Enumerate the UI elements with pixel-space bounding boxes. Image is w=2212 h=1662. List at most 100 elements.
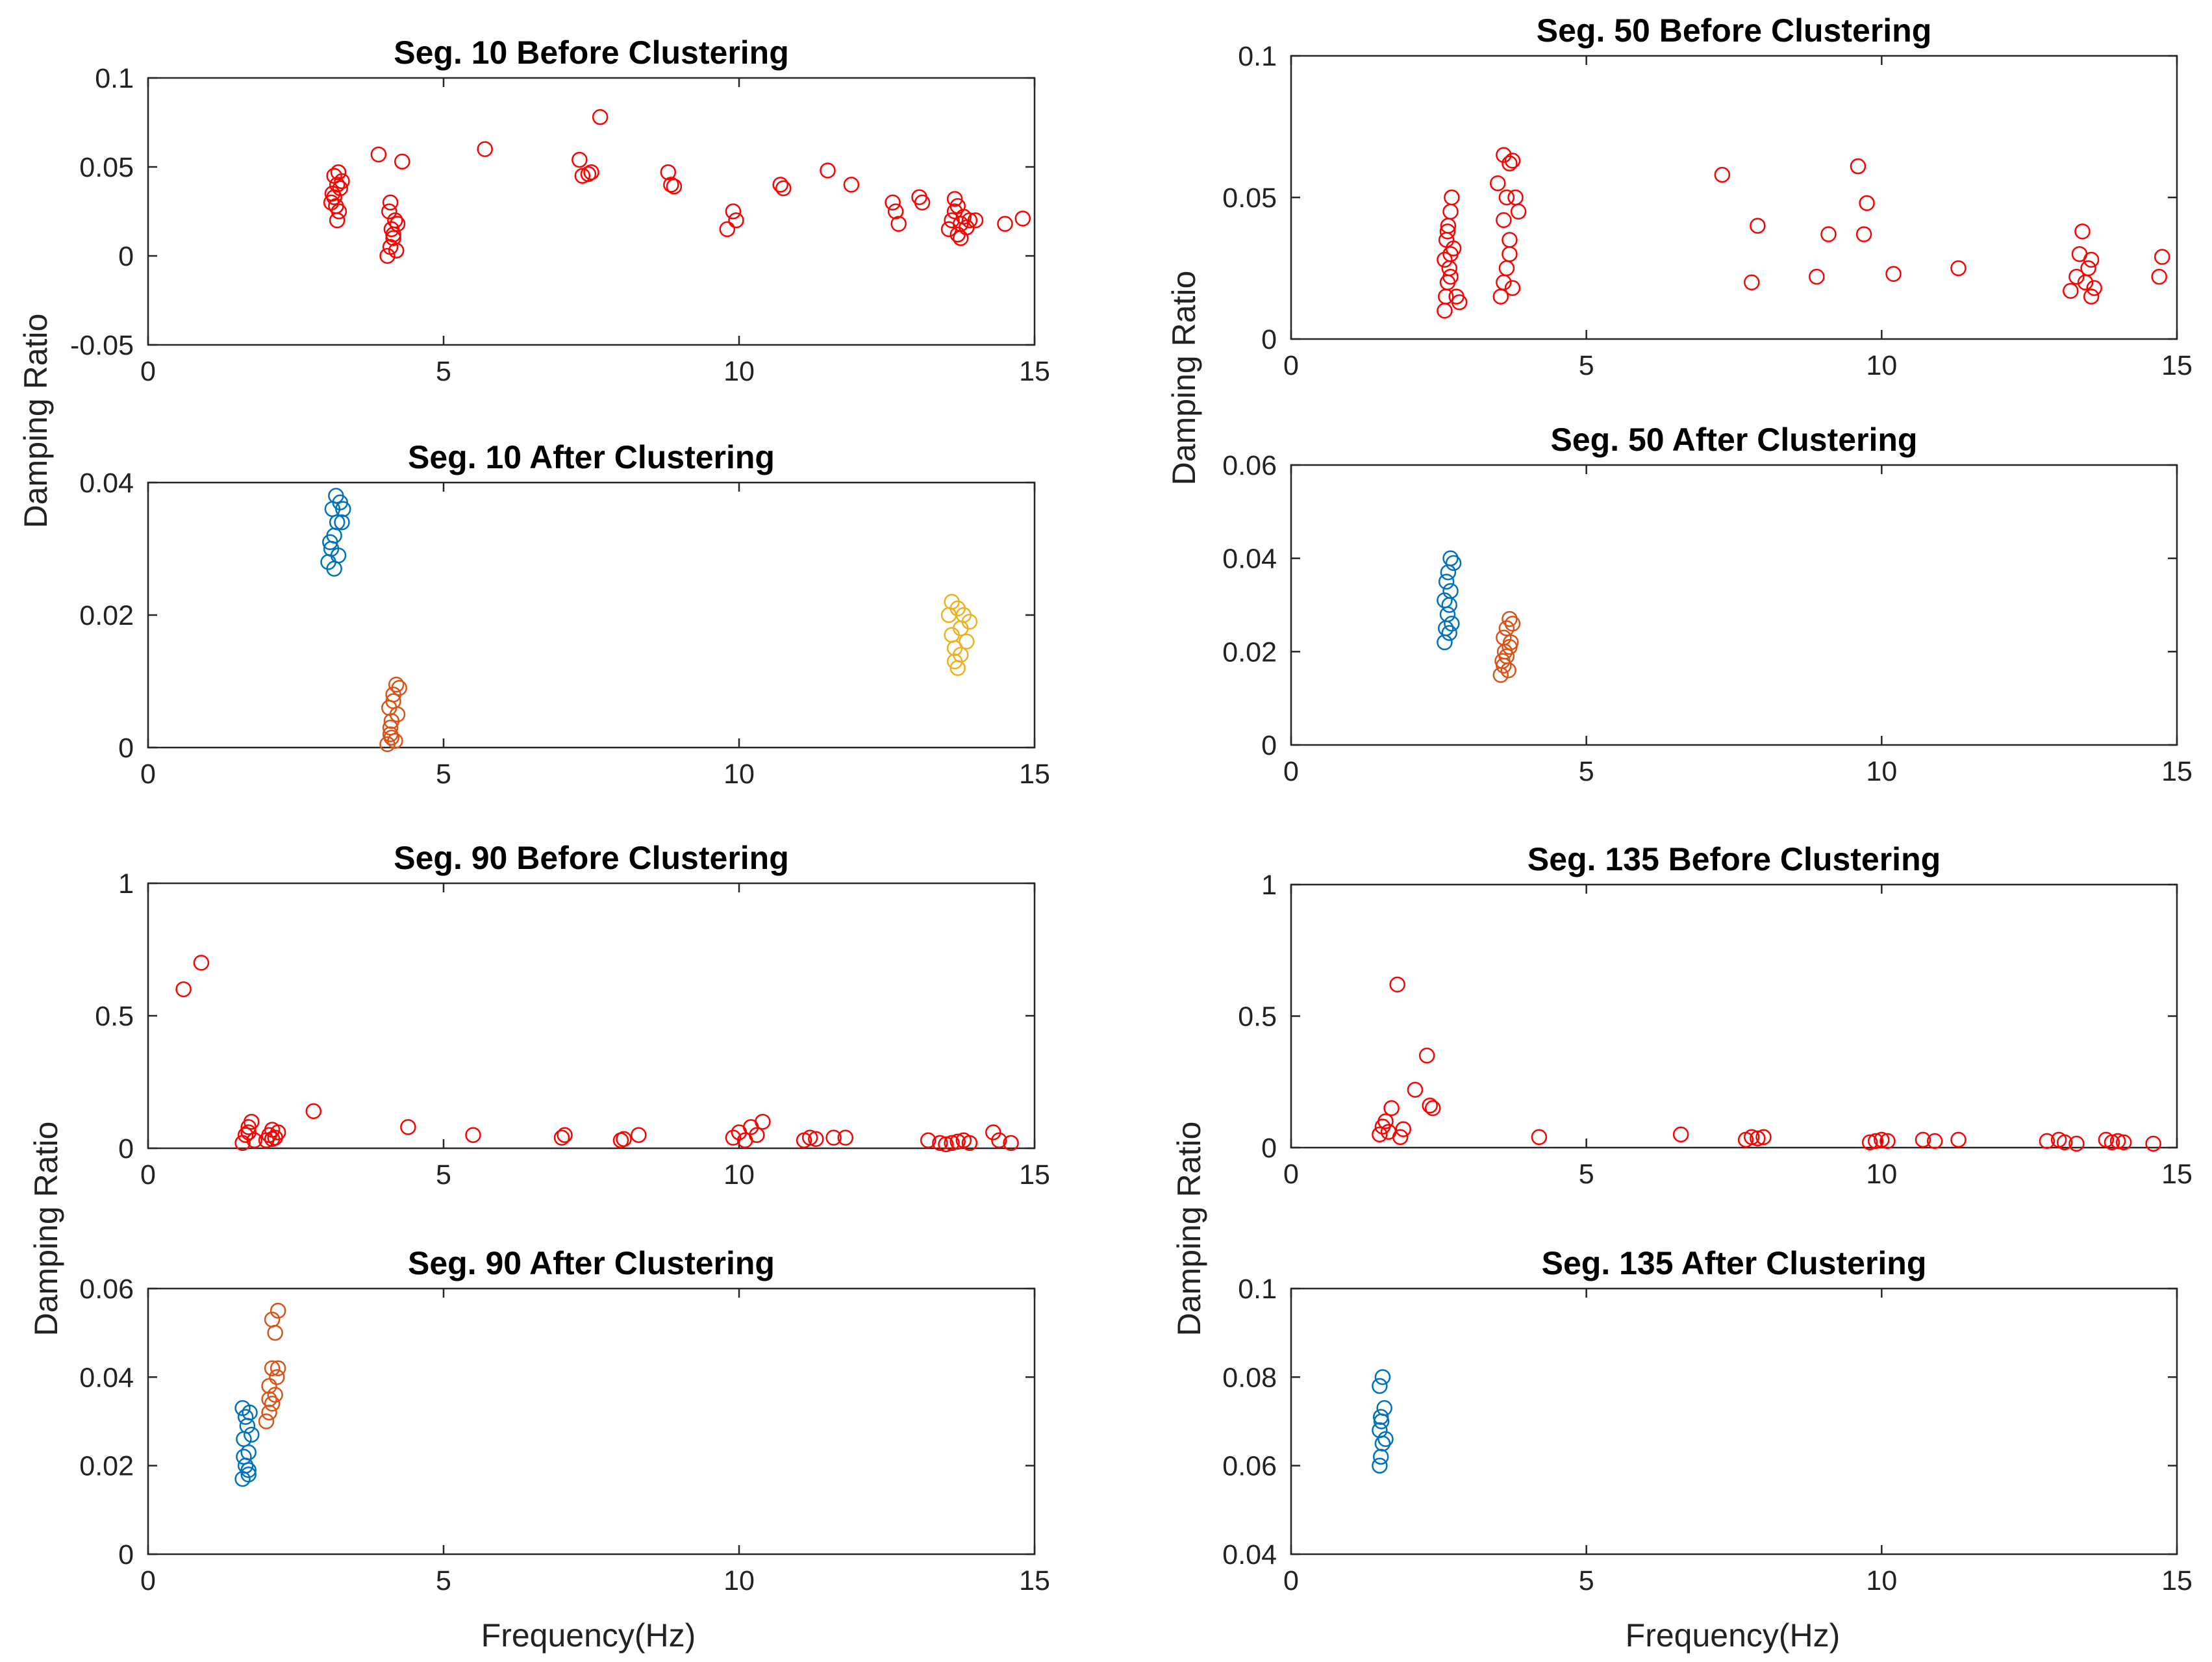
data-point	[1950, 260, 1967, 277]
data-point	[385, 226, 401, 243]
data-point	[2039, 1133, 2055, 1150]
data-point	[2083, 288, 2100, 305]
data-point	[944, 627, 960, 643]
data-point	[381, 203, 397, 220]
data-point	[370, 146, 387, 163]
data-point	[236, 1448, 252, 1465]
data-point	[887, 203, 904, 220]
data-point	[1867, 1133, 1884, 1150]
data-point	[631, 1127, 647, 1143]
data-point	[592, 109, 609, 125]
y-tick-label: 0	[1261, 1133, 1277, 1164]
data-point	[2151, 268, 2167, 285]
data-point	[1407, 1081, 1424, 1098]
data-point	[2109, 1133, 2126, 1150]
data-point	[1503, 634, 1519, 651]
data-point	[1496, 212, 1512, 229]
x-tick-label: 5	[1579, 756, 1594, 787]
x-tick-label: 5	[436, 1159, 451, 1190]
x-tick-label: 0	[1283, 756, 1299, 787]
data-point	[1383, 1100, 1400, 1116]
x-tick-label: 10	[1866, 1565, 1897, 1596]
data-point	[1861, 1134, 1878, 1151]
data-point	[1445, 240, 1462, 257]
data-point	[385, 230, 401, 246]
x-tick-label: 15	[2161, 756, 2193, 787]
y-tick-label: 0	[118, 1133, 134, 1165]
x-tick-label: 10	[723, 1159, 755, 1190]
x-tick-label: 0	[1283, 1565, 1299, 1596]
data-point	[1874, 1131, 1890, 1148]
x-tick-label: 0	[140, 1565, 156, 1596]
data-point	[1389, 976, 1405, 993]
data-point	[1750, 1130, 1766, 1147]
series-1	[1372, 1369, 1394, 1474]
y-tick-label: 0.04	[79, 1362, 134, 1393]
series-1	[320, 488, 351, 577]
data-point	[388, 242, 405, 259]
data-point	[991, 1132, 1007, 1149]
x-tick-label: 0	[140, 1159, 156, 1190]
data-point	[961, 212, 978, 229]
data-point	[1850, 158, 1866, 175]
y-tick-label: 0.08	[1222, 1362, 1277, 1393]
data-point	[383, 729, 400, 746]
data-point	[985, 1124, 1001, 1140]
data-point	[389, 216, 406, 232]
data-point	[385, 693, 401, 709]
x-tick-label: 15	[1019, 759, 1050, 790]
data-point	[1498, 189, 1515, 206]
data-point	[322, 534, 338, 551]
series-2	[1492, 611, 1521, 683]
data-point	[553, 1129, 570, 1146]
data-point	[1374, 1369, 1391, 1385]
data-point	[949, 1133, 966, 1150]
data-point	[719, 221, 736, 238]
data-point	[264, 1311, 281, 1328]
series-1	[175, 955, 1019, 1153]
y-tick-label: 0	[118, 733, 134, 764]
data-point	[1442, 550, 1459, 566]
data-point	[953, 646, 969, 663]
data-point	[334, 173, 350, 190]
data-point	[967, 212, 984, 229]
x-tick-label: 5	[436, 1565, 451, 1596]
data-point	[997, 216, 1013, 232]
data-point	[1809, 268, 1825, 285]
data-point	[1744, 274, 1760, 291]
data-point	[2086, 280, 2102, 296]
data-point	[1820, 226, 1837, 242]
x-tick-label: 15	[1019, 1159, 1050, 1190]
data-point	[1392, 1129, 1409, 1146]
data-point	[269, 1369, 285, 1385]
data-point	[332, 180, 348, 197]
data-point	[240, 1467, 257, 1483]
data-point	[330, 164, 347, 181]
x-tick-label: 5	[436, 759, 451, 790]
data-point	[1504, 153, 1521, 169]
y-tick-label: 0	[1261, 730, 1277, 761]
x-tick-label: 10	[723, 356, 755, 387]
data-point	[1437, 592, 1453, 609]
data-point	[379, 247, 396, 264]
data-point	[1451, 294, 1468, 310]
xlabel-right: Frequency(Hz)	[1626, 1617, 1841, 1654]
data-point	[949, 600, 966, 617]
ylabel-top-right: Damping Ratio	[1166, 271, 1202, 486]
chart-title: Seg. 50 After Clustering	[1551, 422, 1918, 458]
data-point	[1879, 1133, 1896, 1150]
panel-4: Seg. 90 After Clustering 0 5 10 15 0 0.02 0.04 0…	[79, 1245, 1050, 1596]
data-point	[660, 164, 677, 181]
data-point	[335, 501, 351, 518]
data-point	[944, 1135, 960, 1152]
panel-8: Seg. 135 After Clustering 0 5 10 15 0.04 0.06 0…	[1222, 1245, 2193, 1596]
y-tick-label: 0.06	[1222, 1451, 1277, 1482]
data-point	[258, 1413, 275, 1429]
data-point	[920, 1132, 936, 1149]
chart-title: Seg. 10 Before Clustering	[394, 34, 789, 71]
data-point	[1510, 203, 1527, 220]
data-point	[574, 168, 591, 184]
y-tick-label: 0.02	[1222, 636, 1277, 668]
y-tick-label: 0.04	[79, 468, 134, 499]
